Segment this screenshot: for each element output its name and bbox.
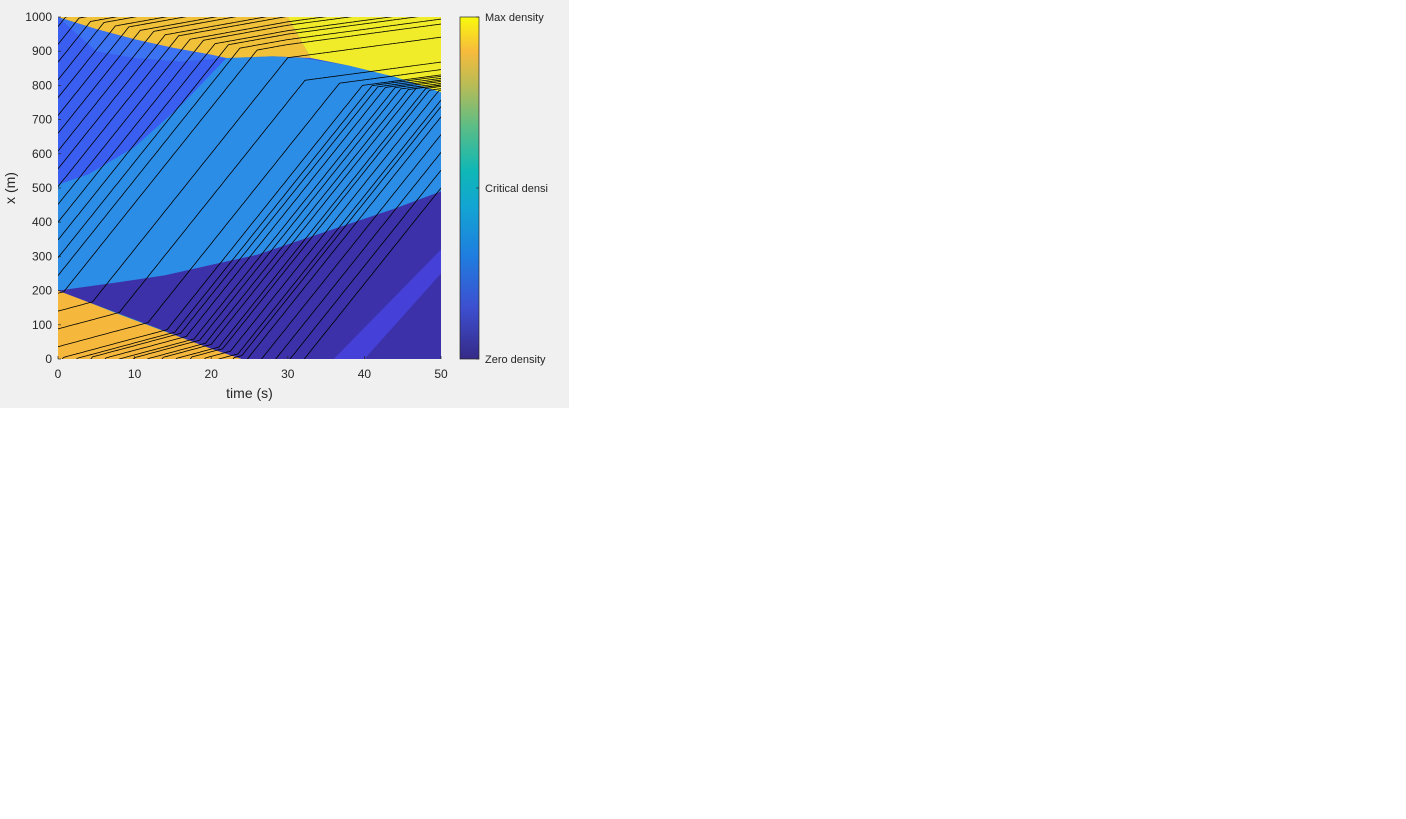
x-tick-label: 30 xyxy=(281,367,295,381)
y-tick-label: 700 xyxy=(32,113,52,127)
trajectory-line xyxy=(246,116,441,359)
trajectory-line xyxy=(147,84,441,359)
y-tick-label: 0 xyxy=(45,352,52,366)
density-chart: 0 10 20 30 40 5001002003004005006007008009001… xyxy=(2,0,548,401)
trajectory-line xyxy=(58,18,441,276)
trajectory-line xyxy=(58,17,118,63)
y-tick-label: 500 xyxy=(32,181,52,195)
x-tick-label: 40 xyxy=(358,367,372,381)
y-tick-label: 1000 xyxy=(25,10,52,24)
trajectory-line xyxy=(58,17,394,241)
trajectory-line xyxy=(76,75,441,359)
y-axis-label: x (m) xyxy=(2,172,18,204)
vehicle-trajectories xyxy=(58,0,441,359)
y-tick-label: 200 xyxy=(32,284,52,298)
trajectory-line xyxy=(58,17,419,259)
trajectory-line xyxy=(90,77,441,359)
region-stripe xyxy=(333,249,441,359)
colorbar: Zero density Critical densi Max density xyxy=(459,12,548,366)
trajectory-line xyxy=(58,17,287,187)
region-jam-bottom-left xyxy=(58,290,242,359)
trajectory-line xyxy=(261,134,441,359)
trajectory-line xyxy=(58,0,163,9)
x-tick-label: 50 xyxy=(434,367,448,381)
y-tick-label: 100 xyxy=(32,318,52,332)
trajectory-line xyxy=(58,23,441,294)
region-fan-wedge-upper xyxy=(58,56,441,291)
colorbar-label: Critical densi xyxy=(485,183,548,195)
trajectory-line xyxy=(204,89,441,359)
x-tick-label: 0 xyxy=(55,367,62,381)
x-axis-label: time (s) xyxy=(226,385,273,401)
trajectory-line xyxy=(232,106,441,359)
colorbar-label: Max density xyxy=(485,12,544,24)
trajectory-line xyxy=(189,88,441,359)
region-free-flow-left xyxy=(58,17,273,185)
y-tick-label: 600 xyxy=(32,147,52,161)
trajectory-line xyxy=(58,17,268,170)
y-tick-label: 900 xyxy=(32,44,52,58)
region-empty-bottom-right xyxy=(58,191,441,359)
trajectory-line xyxy=(61,74,441,359)
density-regions xyxy=(58,17,441,359)
trajectory-line xyxy=(132,83,441,359)
trajectory-line xyxy=(58,36,441,312)
region-max-density-top-right xyxy=(287,17,441,93)
trajectory-line xyxy=(118,81,441,359)
colorbar-label: Zero density xyxy=(485,354,546,366)
trajectory-line xyxy=(58,17,168,98)
trajectory-line xyxy=(58,17,187,116)
region-jam-top xyxy=(58,17,311,58)
trajectory-line xyxy=(58,69,441,348)
trajectory-line xyxy=(303,187,441,359)
y-tick-label: 400 xyxy=(32,215,52,229)
y-tick-label: 300 xyxy=(32,249,52,263)
trajectory-line xyxy=(175,86,441,359)
trajectory-line xyxy=(58,61,441,330)
trajectory-line xyxy=(275,152,441,359)
trajectory-line xyxy=(58,17,218,134)
trajectory-line xyxy=(161,84,441,359)
figure-window: 0 10 20 30 40 50 0 100 200 300 400 500 600 700 800 900 1… xyxy=(0,0,569,408)
axes: 0 10 20 30 40 5001002003004005006007008009001… xyxy=(25,10,448,381)
trajectory-line xyxy=(58,17,138,81)
trajectory-line xyxy=(58,17,352,223)
trajectory-line xyxy=(58,17,327,205)
trajectory-line xyxy=(289,169,441,359)
trajectory-line xyxy=(218,99,441,359)
x-tick-label: 20 xyxy=(205,367,219,381)
x-tick-label: 10 xyxy=(128,367,142,381)
trajectory-line xyxy=(104,79,441,359)
y-tick-label: 800 xyxy=(32,78,52,92)
trajectory-line xyxy=(58,17,237,152)
